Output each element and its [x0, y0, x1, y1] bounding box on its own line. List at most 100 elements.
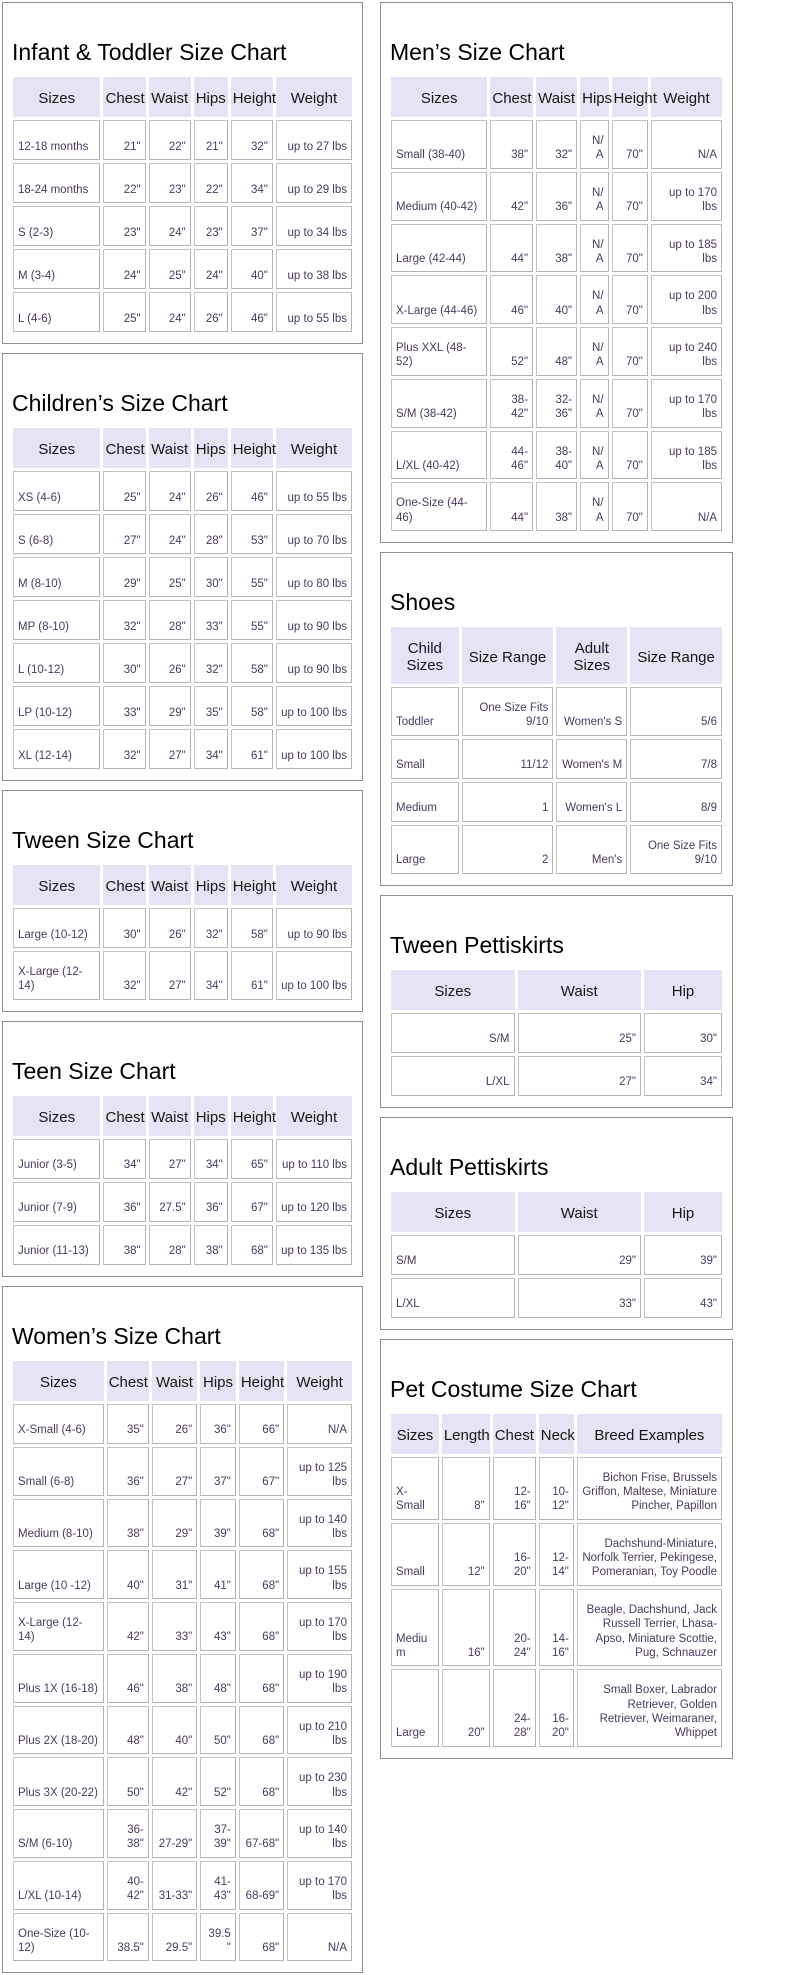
- size-label-cell: Small: [391, 738, 459, 779]
- value-cell: 38": [103, 1224, 146, 1265]
- value-cell: 32": [103, 951, 146, 1000]
- value-cell: 25": [103, 292, 146, 332]
- value-cell: 44": [490, 482, 534, 531]
- chart-title: Tween Size Chart: [12, 827, 194, 853]
- value-cell: 24-28": [492, 1669, 536, 1747]
- column-header: Hips: [193, 428, 228, 468]
- value-cell: 34": [193, 729, 228, 769]
- size-label-cell: Large (10-12): [13, 908, 101, 948]
- column-header: Weight: [275, 1095, 352, 1136]
- column-header: Chest: [103, 77, 146, 117]
- value-cell: 12-16": [492, 1456, 536, 1520]
- column-header: Waist: [148, 865, 191, 905]
- table-row: One-Size (10-12) 38.5" 29.5" 39.5" 68" N/A: [13, 1912, 352, 1962]
- size-label-cell: L/XL (10-14): [13, 1860, 104, 1910]
- column-header: Weight: [650, 77, 722, 117]
- table-row: X-Small (4-6) 35" 26" 36" 66" N/A: [13, 1403, 352, 1444]
- chart-mens: Men’s Size Chart Sizes Chest Waist Hips Heigh…: [380, 2, 733, 543]
- value-cell: 46": [106, 1653, 149, 1703]
- value-cell: 38": [490, 120, 534, 169]
- value-cell: 24": [103, 249, 146, 289]
- size-table: Sizes Chest Waist Hips Height Weight X-Small (…: [10, 1358, 355, 1965]
- size-label-cell: X-Large (12-14): [13, 951, 101, 1000]
- table-row: MP (8-10) 32" 28" 33" 55" up to 90 lbs: [13, 600, 352, 640]
- value-cell: 32": [230, 120, 273, 160]
- column-header: Breed Examples: [576, 1413, 722, 1454]
- value-cell: 29": [148, 686, 191, 726]
- column-header: Hips: [193, 865, 228, 905]
- value-cell: 37-39": [200, 1809, 236, 1858]
- column-header: Weight: [275, 77, 352, 117]
- value-cell: N/A: [650, 482, 722, 531]
- size-label-cell: One-Size (10-12): [13, 1912, 104, 1962]
- value-cell: 26": [193, 292, 228, 332]
- value-cell: 32-36": [536, 378, 578, 428]
- value-cell: 8/9: [630, 781, 722, 822]
- value-cell: 25": [103, 471, 146, 511]
- size-label-cell: Junior (7-9): [13, 1181, 101, 1222]
- value-cell: 23": [103, 206, 146, 246]
- size-label-cell: Large (42-44): [391, 223, 488, 273]
- value-cell: 36": [200, 1403, 236, 1444]
- value-cell: 58": [230, 686, 273, 726]
- value-cell: 36-38": [106, 1809, 149, 1858]
- column-header: Sizes: [13, 428, 101, 468]
- value-cell: 58": [230, 908, 273, 948]
- column-header: Sizes: [391, 1191, 515, 1232]
- column-header: Height: [230, 865, 276, 905]
- value-cell: One Size Fits 9/10: [461, 687, 554, 736]
- size-label-cell: S (2-3): [13, 206, 101, 246]
- value-cell: Dachshund-Miniature, Norfolk Terrier, Pe…: [576, 1522, 722, 1586]
- column-header: Hips: [200, 1360, 236, 1401]
- value-cell: 55": [230, 557, 273, 597]
- value-cell: 68": [238, 1912, 285, 1962]
- size-table: Sizes Chest Waist Hips Height Weight Junior (3…: [10, 1093, 355, 1268]
- value-cell: up to 100 lbs: [275, 686, 352, 726]
- value-cell: Bichon Frise, Brussels Griffon, Maltese,…: [576, 1456, 722, 1520]
- value-cell: 40": [106, 1550, 149, 1599]
- value-cell: 68": [238, 1498, 285, 1548]
- column-header: Size Range: [461, 627, 554, 684]
- value-cell: 70": [611, 275, 648, 324]
- table-row: XL (12-14) 32" 27" 34" 61" up to 100 lbs: [13, 729, 352, 769]
- size-label-cell: XL (12-14): [13, 729, 101, 769]
- size-label-cell: 18-24 months: [13, 163, 101, 203]
- value-cell: up to 55 lbs: [275, 292, 352, 332]
- size-table: Sizes Waist Hip S/M 25" 30" L/XL 27" 34": [388, 967, 725, 1099]
- header-row: Sizes Chest Waist Hips Height Weight: [13, 1360, 352, 1401]
- table-row: S (2-3) 23" 24" 23" 37" up to 34 lbs: [13, 206, 352, 246]
- column-header: Sizes: [391, 1413, 439, 1454]
- table-row: S/M 25" 30": [391, 1012, 722, 1053]
- value-cell: 27": [103, 514, 146, 554]
- value-cell: 24": [193, 249, 228, 289]
- table-row: XS (4-6) 25" 24" 26" 46" up to 55 lbs: [13, 471, 352, 511]
- value-cell: 1: [461, 781, 554, 822]
- value-cell: up to 90 lbs: [275, 908, 352, 948]
- value-cell: 37": [230, 206, 273, 246]
- value-cell: 42": [490, 171, 534, 221]
- size-label-cell: Plus 2X (18-20): [13, 1705, 104, 1755]
- chart-title: Infant & Toddler Size Chart: [12, 39, 287, 65]
- value-cell: 43": [200, 1602, 236, 1651]
- value-cell: N/A: [580, 275, 609, 324]
- value-cell: 67": [238, 1446, 285, 1496]
- value-cell: up to 155 lbs: [287, 1550, 352, 1599]
- size-label-cell: Toddler: [391, 687, 459, 736]
- table-row: Medium 1 Women's L 8/9: [391, 781, 722, 822]
- value-cell: 22": [193, 163, 228, 203]
- value-cell: up to 90 lbs: [275, 600, 352, 640]
- size-table: Sizes Chest Waist Hips Height Weight 12-18 mon…: [10, 74, 355, 335]
- size-label-cell: Large (10 -12): [13, 1550, 104, 1599]
- value-cell: 48": [106, 1705, 149, 1755]
- value-cell: up to 240 lbs: [650, 327, 722, 376]
- header-row: Sizes Chest Waist Hips Height Weight: [13, 428, 352, 468]
- value-cell: 7/8: [630, 738, 722, 779]
- size-label-cell: Small (6-8): [13, 1446, 104, 1496]
- value-cell: up to 185 lbs: [650, 430, 722, 480]
- size-label-cell: L (10-12): [13, 643, 101, 683]
- size-label-cell: S/M (38-42): [391, 378, 488, 428]
- value-cell: up to 80 lbs: [275, 557, 352, 597]
- chart-title: Men’s Size Chart: [390, 39, 565, 65]
- value-cell: 70": [611, 482, 648, 531]
